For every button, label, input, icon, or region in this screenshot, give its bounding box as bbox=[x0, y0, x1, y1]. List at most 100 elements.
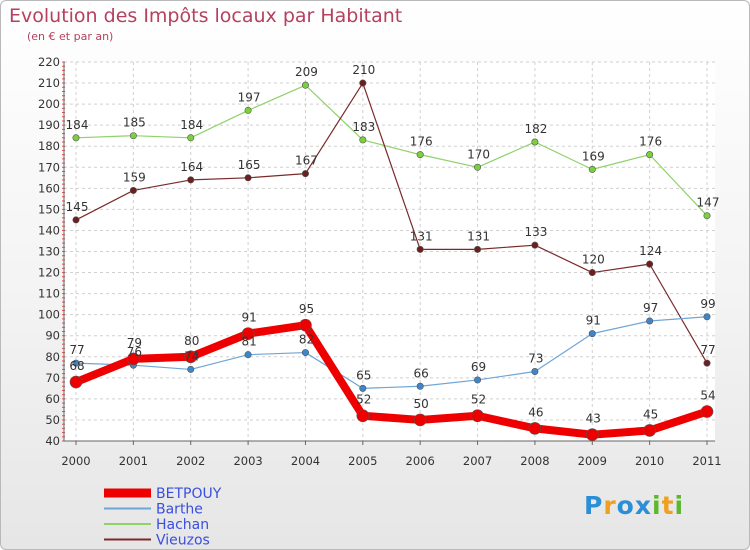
data-label-barthe: 99 bbox=[700, 297, 715, 311]
data-point-barthe bbox=[187, 365, 195, 373]
y-tick-label: 200 bbox=[38, 97, 60, 111]
y-tick-label: 130 bbox=[38, 245, 60, 259]
x-tick-label: 2007 bbox=[463, 454, 492, 468]
data-label-hachan: 185 bbox=[123, 116, 146, 130]
data-label-vieuzos: 133 bbox=[524, 225, 547, 239]
data-point-barthe bbox=[588, 330, 596, 338]
y-tick-label: 170 bbox=[38, 160, 60, 174]
data-label-barthe: 74 bbox=[184, 349, 199, 363]
x-tick-label: 2000 bbox=[61, 454, 90, 468]
x-tick-label: 2002 bbox=[176, 454, 205, 468]
y-tick-label: 50 bbox=[45, 413, 60, 427]
y-tick-label: 70 bbox=[45, 371, 60, 385]
data-label-betpouy: 52 bbox=[356, 393, 371, 407]
data-label-barthe: 97 bbox=[643, 301, 658, 315]
data-label-barthe: 77 bbox=[69, 343, 84, 357]
series-line-hachan bbox=[75, 84, 708, 217]
data-point-betpouy bbox=[356, 409, 370, 423]
data-label-betpouy: 95 bbox=[299, 302, 314, 316]
data-label-hachan: 184 bbox=[180, 118, 203, 132]
y-tick-label: 100 bbox=[38, 308, 60, 322]
data-point-betpouy bbox=[643, 424, 656, 437]
series-line-betpouy bbox=[74, 321, 709, 439]
data-label-vieuzos: 131 bbox=[410, 229, 433, 243]
data-point-betpouy bbox=[299, 318, 312, 332]
data-point-betpouy bbox=[585, 428, 599, 441]
data-label-betpouy: 50 bbox=[414, 397, 429, 411]
logo-letter: x bbox=[634, 491, 652, 520]
data-label-hachan: 176 bbox=[639, 135, 662, 149]
data-point-vieuzos bbox=[531, 241, 539, 249]
data-label-betpouy: 43 bbox=[586, 412, 601, 426]
data-point-barthe bbox=[703, 313, 711, 321]
logo-letter: r bbox=[603, 491, 617, 520]
data-point-betpouy bbox=[700, 405, 714, 418]
data-point-barthe bbox=[416, 382, 424, 390]
data-point-barthe bbox=[531, 368, 539, 376]
x-tick-label: 2011 bbox=[692, 454, 721, 468]
data-point-vieuzos bbox=[588, 269, 596, 277]
data-point-vieuzos bbox=[416, 245, 424, 253]
data-point-vieuzos bbox=[646, 260, 654, 268]
legend-label-vieuzos: Vieuzos bbox=[156, 533, 210, 549]
data-label-hachan: 209 bbox=[295, 65, 318, 79]
data-label-hachan: 176 bbox=[410, 135, 433, 149]
data-label-vieuzos: 120 bbox=[582, 253, 605, 267]
data-label-betpouy: 46 bbox=[528, 405, 543, 419]
x-tick-label: 2004 bbox=[291, 454, 320, 468]
data-point-barthe bbox=[646, 317, 654, 325]
y-tick-label: 150 bbox=[38, 202, 60, 216]
data-label-betpouy: 80 bbox=[184, 334, 199, 348]
data-point-betpouy bbox=[241, 327, 255, 340]
data-point-hachan bbox=[359, 136, 367, 144]
y-tick-label: 120 bbox=[38, 266, 60, 280]
y-tick-label: 190 bbox=[38, 118, 60, 132]
data-point-hachan bbox=[72, 134, 80, 142]
data-point-betpouy bbox=[69, 375, 83, 389]
legend-label-betpouy: BETPOUY bbox=[156, 486, 222, 502]
data-point-hachan bbox=[474, 163, 482, 171]
y-tick-label: 90 bbox=[45, 329, 60, 343]
data-label-vieuzos: 159 bbox=[123, 170, 146, 184]
data-label-barthe: 91 bbox=[586, 314, 601, 328]
data-point-vieuzos bbox=[187, 176, 195, 184]
series-line-barthe bbox=[75, 316, 708, 389]
data-label-hachan: 169 bbox=[582, 149, 605, 163]
chart-subtitle: (en € et par an) bbox=[27, 30, 114, 43]
data-label-vieuzos: 145 bbox=[66, 200, 89, 214]
data-point-betpouy bbox=[127, 352, 140, 366]
data-label-barthe: 73 bbox=[528, 352, 543, 366]
logo-letter: o bbox=[616, 491, 635, 520]
data-point-vieuzos bbox=[244, 174, 252, 182]
logo-letter: i bbox=[674, 491, 685, 520]
data-point-hachan bbox=[646, 151, 654, 159]
data-label-betpouy: 79 bbox=[127, 336, 142, 350]
data-label-vieuzos: 77 bbox=[700, 343, 715, 357]
data-label-vieuzos: 131 bbox=[467, 229, 490, 243]
legend-label-barthe: Barthe bbox=[156, 502, 203, 518]
data-label-betpouy: 52 bbox=[471, 393, 486, 407]
data-point-barthe bbox=[359, 384, 367, 392]
data-label-barthe: 76 bbox=[127, 345, 142, 359]
data-label-hachan: 170 bbox=[467, 147, 490, 161]
y-tick-label: 60 bbox=[45, 392, 60, 406]
data-point-vieuzos bbox=[474, 245, 482, 253]
data-label-betpouy: 68 bbox=[69, 359, 84, 373]
y-tick-label: 40 bbox=[45, 434, 60, 448]
data-point-barthe bbox=[244, 351, 252, 359]
data-point-vieuzos bbox=[129, 186, 137, 194]
data-point-betpouy bbox=[528, 422, 542, 435]
data-point-vieuzos bbox=[72, 216, 80, 224]
data-point-barthe bbox=[474, 376, 482, 384]
logo-letter: P bbox=[584, 491, 604, 520]
data-point-betpouy bbox=[413, 413, 427, 427]
data-point-hachan bbox=[301, 81, 309, 89]
logo-letter: t bbox=[661, 491, 675, 520]
data-label-hachan: 184 bbox=[66, 118, 89, 132]
data-label-betpouy: 45 bbox=[643, 407, 658, 421]
data-label-vieuzos: 124 bbox=[639, 244, 662, 258]
x-tick-label: 2001 bbox=[119, 454, 148, 468]
chart-title: Evolution des Impôts locaux par Habitant bbox=[9, 5, 403, 27]
y-tick-label: 210 bbox=[38, 76, 60, 90]
